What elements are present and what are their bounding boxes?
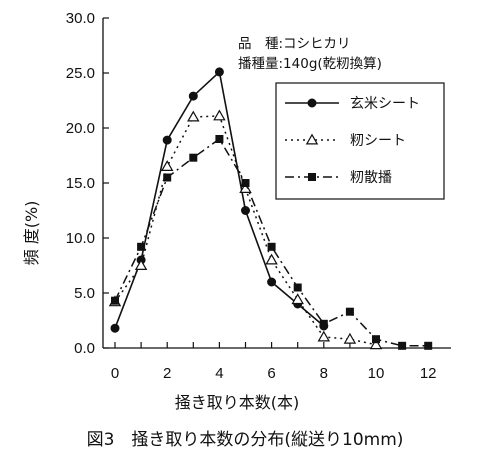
data-point <box>265 253 278 265</box>
legend-marker <box>307 98 317 108</box>
y-tick-label: 0.0 <box>74 340 95 357</box>
data-point <box>160 160 174 171</box>
data-point <box>111 296 119 305</box>
series-layer <box>108 67 433 350</box>
x-tick-label: 8 <box>320 365 328 382</box>
data-point <box>267 242 276 251</box>
data-point <box>137 242 146 251</box>
x-tick-label: 10 <box>368 365 385 382</box>
data-point <box>163 173 172 182</box>
seeding-rate-annotation: 播種量:140g(乾籾換算) <box>238 56 382 72</box>
data-point <box>213 109 226 121</box>
x-tick-label: 2 <box>163 365 171 382</box>
series-3 <box>111 135 433 350</box>
legend-marker <box>308 173 316 181</box>
data-point <box>189 153 198 162</box>
figure-caption: 図3 掻き取り本数の分布(縦送り10mm) <box>87 430 404 450</box>
legend-entry: 玄米シート <box>350 95 420 112</box>
legend-entry: 籾散播 <box>350 170 392 186</box>
data-point <box>215 135 224 143</box>
data-point <box>134 259 148 270</box>
data-point <box>267 277 277 287</box>
data-point <box>372 335 380 344</box>
data-point <box>188 91 198 101</box>
legend-marker <box>305 133 319 145</box>
data-point <box>343 332 357 344</box>
data-point <box>214 67 224 77</box>
x-axis-label: 掻き取り本数(本) <box>175 393 300 412</box>
data-point <box>110 323 120 333</box>
y-tick-label: 10.0 <box>66 230 95 247</box>
variety-annotation: 品 種:コシヒカリ <box>238 36 351 52</box>
y-tick-label: 5.0 <box>74 285 95 302</box>
x-tick-label: 6 <box>267 365 275 382</box>
y-tick-label: 20.0 <box>66 120 95 137</box>
data-point <box>424 341 433 350</box>
data-point <box>398 341 407 350</box>
data-point <box>317 330 331 342</box>
series-1 <box>110 67 329 333</box>
data-point <box>291 293 304 305</box>
data-point <box>241 206 250 215</box>
x-tick-label: 4 <box>215 365 223 382</box>
y-axis-ticks: 0.0 5.0 10.0 15.0 20.0 25.0 30.0 <box>66 10 109 357</box>
y-tick-label: 30.0 <box>66 10 95 27</box>
data-point <box>369 338 383 350</box>
data-point <box>162 135 172 145</box>
data-point <box>241 179 250 187</box>
y-tick-label: 15.0 <box>66 175 95 192</box>
legend-entry: 籾シート <box>350 133 406 149</box>
x-tick-label: 0 <box>111 365 119 382</box>
data-point <box>345 307 354 316</box>
y-tick-label: 25.0 <box>66 65 95 82</box>
x-axis-ticks: 0 2 4 6 8 10 12 <box>111 342 437 382</box>
x-tick-label: 12 <box>420 365 437 382</box>
y-axis-label: 頻 度(%) <box>22 201 41 266</box>
data-point <box>293 283 302 292</box>
data-point <box>187 110 200 122</box>
data-point <box>319 319 328 328</box>
